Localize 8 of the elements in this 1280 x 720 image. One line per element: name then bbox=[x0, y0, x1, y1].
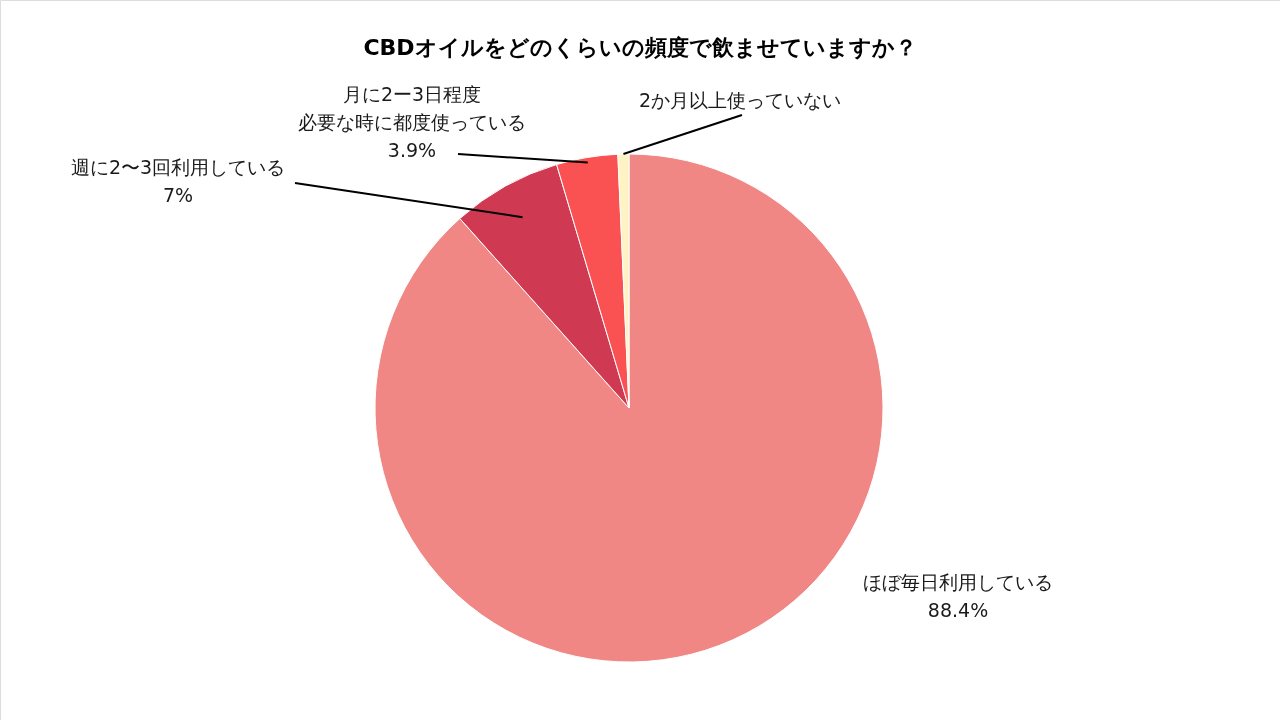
slice-label: 2か月以上使っていない bbox=[638, 89, 842, 111]
slice-label: 週に2〜3回利用している bbox=[70, 156, 286, 178]
slice-label: ほぼ毎日利用している bbox=[863, 571, 1053, 593]
data-label: 7% bbox=[162, 184, 194, 206]
chart-title: CBDオイルをどのくらいの頻度で飲ませていますか？ bbox=[363, 35, 917, 60]
data-label: 3.9% bbox=[387, 139, 437, 161]
slice-label: 月に2ー3日程度必要な時に都度使っている bbox=[298, 83, 526, 133]
data-label: 88.4% bbox=[927, 599, 989, 621]
